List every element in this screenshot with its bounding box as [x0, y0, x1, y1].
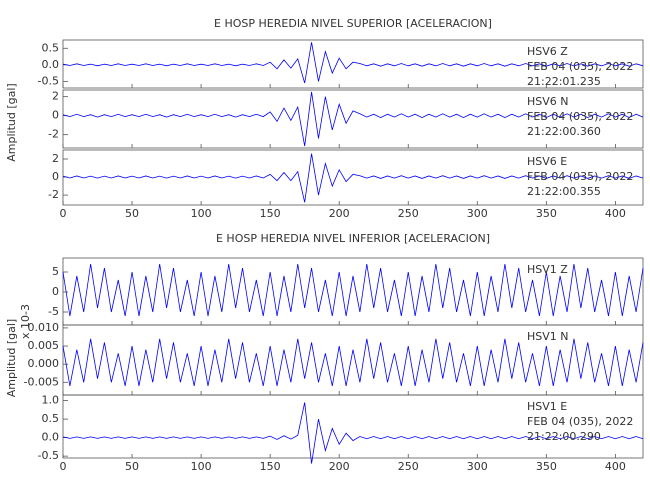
x-tick-label: 400 [605, 207, 626, 220]
chart-title: E HOSP HEREDIA NIVEL INFERIOR [ACELERACI… [216, 232, 490, 245]
y-tick-label: 0.010 [28, 321, 60, 334]
y-tick-label: 2 [52, 90, 59, 103]
trace-annotation: FEB 04 (035), 2022 [527, 170, 633, 183]
y-tick-label: 1.0 [42, 394, 60, 407]
seismic-trace [62, 402, 644, 464]
seismic-trace [62, 153, 644, 203]
y-tick-label: 0.0 [42, 58, 60, 71]
trace-annotation: FEB 04 (035), 2022 [527, 60, 633, 73]
y-tick-label: 5 [52, 265, 59, 278]
x-tick-label: 150 [260, 460, 281, 473]
y-tick-label: 0.005 [28, 339, 60, 352]
y-tick-label: 0.5 [42, 41, 60, 54]
panel-frame [62, 149, 644, 206]
panel-frame [62, 89, 644, 149]
x-tick-label: 250 [398, 207, 419, 220]
trace-annotation: 21:22:00.290 [527, 430, 601, 443]
trace-annotation: HSV1 N [527, 330, 569, 343]
y-tick-label: 0 [52, 285, 59, 298]
trace-annotation: HSV6 Z [527, 45, 568, 58]
x-tick-label: 100 [191, 207, 212, 220]
x-tick-label: 100 [191, 460, 212, 473]
y-tick-label: -5 [48, 305, 59, 318]
seismic-trace [62, 91, 644, 147]
x-tick-label: 350 [536, 460, 557, 473]
seismic-trace [62, 338, 644, 387]
x-tick-label: 300 [467, 207, 488, 220]
trace-annotation: 21:22:00.360 [527, 125, 601, 138]
seismic-trace [62, 263, 644, 317]
y-tick-label: 0.0 [42, 431, 60, 444]
panel-frame [62, 394, 644, 459]
y-tick-label: 0.000 [28, 357, 60, 370]
trace-annotation: HSV6 E [527, 155, 567, 168]
trace-annotation: 21:22:01.235 [527, 75, 601, 88]
y-tick-label: 2 [52, 152, 59, 165]
seismic-trace [62, 42, 644, 84]
y-tick-label: -0.005 [24, 375, 59, 388]
y-tick-label: -0.5 [38, 449, 59, 462]
x-tick-label: 150 [260, 207, 281, 220]
panel-frame [62, 39, 644, 89]
x-tick-label: 300 [467, 460, 488, 473]
chart-title: E HOSP HEREDIA NIVEL SUPERIOR [ACELERACI… [214, 17, 492, 30]
x-tick-label: 0 [60, 207, 67, 220]
x-tick-label: 350 [536, 207, 557, 220]
y-tick-label: -2 [48, 128, 59, 141]
y-tick-label: 0 [52, 109, 59, 122]
y-tick-label: -0.5 [38, 74, 59, 87]
y-tick-label: 0.5 [42, 412, 60, 425]
trace-annotation: 21:22:00.355 [527, 185, 601, 198]
x-tick-label: 200 [329, 460, 350, 473]
trace-annotation: HSV1 Z [527, 263, 568, 276]
y-scale-label: x 10-3 [19, 304, 32, 339]
x-tick-label: 50 [125, 207, 139, 220]
x-tick-label: 400 [605, 460, 626, 473]
x-tick-label: 50 [125, 460, 139, 473]
trace-annotation: HSV1 E [527, 400, 567, 413]
y-tick-label: 0 [52, 170, 59, 183]
y-axis-label: Amplitud [gal] [5, 83, 18, 161]
x-tick-label: 200 [329, 207, 350, 220]
x-tick-label: 0 [60, 460, 67, 473]
trace-annotation: HSV6 N [527, 95, 569, 108]
y-axis-label: Amplitud [gal] [5, 319, 18, 397]
x-tick-label: 250 [398, 460, 419, 473]
trace-annotation: FEB 04 (035), 2022 [527, 415, 633, 428]
y-tick-label: -2 [48, 188, 59, 201]
trace-annotation: FEB 04 (035), 2022 [527, 110, 633, 123]
